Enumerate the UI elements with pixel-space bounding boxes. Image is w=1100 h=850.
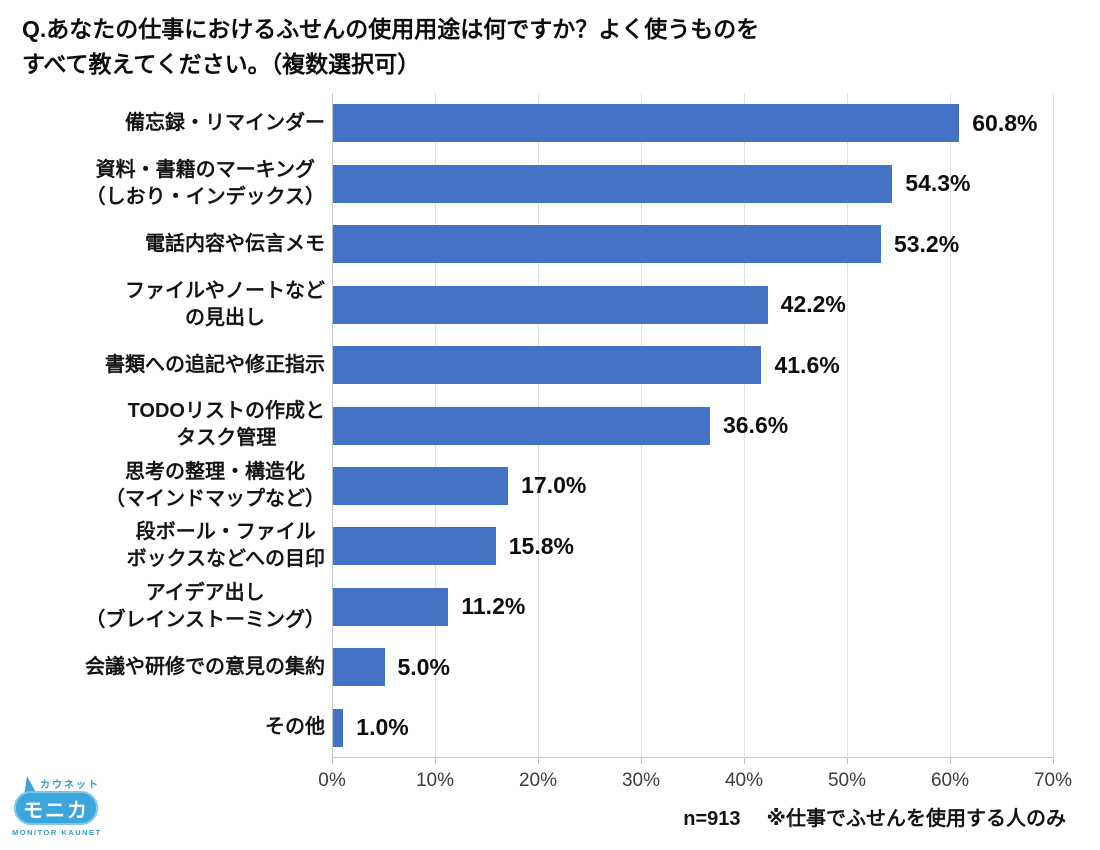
category-label: 会議や研修での意見の集約 bbox=[85, 655, 325, 678]
value-label: 15.8% bbox=[508, 532, 574, 559]
category-label: TODOリストの作成と タスク管理 bbox=[127, 400, 325, 450]
value-label: 5.0% bbox=[397, 653, 450, 680]
question-title: Q.あなたの仕事におけるふせんの使用用途は何ですか？よく使うものを すべて教えて… bbox=[22, 12, 759, 81]
category-label: アイデア出し （ブレインストーミング） bbox=[85, 581, 325, 631]
x-axis-tick-label: 40% bbox=[724, 770, 764, 791]
value-label: 53.2% bbox=[893, 230, 960, 257]
x-axis-tick bbox=[435, 758, 436, 764]
category-label: 電話内容や伝言メモ bbox=[145, 232, 325, 255]
plot-area bbox=[332, 93, 1053, 758]
x-axis-tick-label: 50% bbox=[827, 770, 867, 791]
x-axis-tick bbox=[641, 758, 642, 764]
x-axis-tick-label: 0% bbox=[318, 770, 346, 791]
monitor-kaunet-logo: カウネット モニカ MONITOR KAUNET bbox=[12, 774, 102, 840]
logo-monica-text: モニカ bbox=[23, 799, 89, 822]
x-axis-tick bbox=[538, 758, 539, 764]
chart-footnote: n=913 ※仕事でふせんを使用する人のみ bbox=[683, 802, 1066, 831]
x-axis-tick-label: 30% bbox=[621, 770, 661, 791]
x-axis-tick bbox=[847, 758, 848, 764]
category-label: ファイルやノートなど の見出し bbox=[125, 279, 325, 329]
bar bbox=[333, 164, 893, 203]
logo-monitor-kaunet-text: MONITOR KAUNET bbox=[12, 828, 102, 837]
gridline bbox=[847, 93, 848, 758]
y-axis-line bbox=[332, 93, 333, 758]
value-label: 36.6% bbox=[722, 411, 789, 438]
x-axis-tick bbox=[332, 758, 333, 764]
bar bbox=[333, 466, 509, 505]
gridline bbox=[744, 93, 745, 758]
value-label: 11.2% bbox=[461, 593, 526, 620]
gridline bbox=[950, 93, 951, 758]
category-label: 思考の整理・構造化 （マインドマップなど） bbox=[105, 460, 325, 510]
x-axis-tick bbox=[1053, 758, 1054, 764]
logo-bubble-icon: モニカ bbox=[14, 791, 98, 825]
value-label: 41.6% bbox=[774, 351, 840, 378]
x-axis-tick bbox=[744, 758, 745, 764]
x-axis-tick-label: 20% bbox=[518, 770, 558, 791]
bar bbox=[333, 346, 762, 385]
category-label: 書類への追記や修正指示 bbox=[105, 353, 325, 376]
question-title-line1: Q.あなたの仕事におけるふせんの使用用途は何ですか？よく使うものを bbox=[22, 16, 760, 42]
value-label: 17.0% bbox=[521, 472, 587, 499]
category-label: 段ボール・ファイル ボックスなどへの目印 bbox=[126, 521, 325, 571]
bar bbox=[333, 104, 960, 143]
bar bbox=[333, 225, 881, 264]
x-axis-tick bbox=[950, 758, 951, 764]
sample-size: n=913 bbox=[683, 808, 741, 830]
bar bbox=[333, 527, 496, 566]
value-label: 1.0% bbox=[356, 714, 409, 741]
bar bbox=[333, 648, 385, 687]
bar bbox=[333, 285, 768, 324]
logo-kaunet-text: カウネット bbox=[40, 780, 100, 791]
gridline bbox=[1053, 93, 1054, 758]
bar bbox=[333, 587, 449, 626]
category-label: その他 bbox=[265, 716, 325, 739]
value-label: 54.3% bbox=[905, 170, 971, 197]
question-title-line2: すべて教えてください。（複数選択可） bbox=[22, 50, 421, 77]
x-axis-tick-label: 60% bbox=[930, 770, 970, 791]
bar bbox=[333, 708, 344, 747]
category-label: 備忘録・リマインダー bbox=[125, 111, 325, 134]
x-axis-tick-label: 10% bbox=[415, 770, 455, 791]
value-label: 42.2% bbox=[780, 291, 846, 318]
category-label: 資料・書籍のマーキング （しおり・インデックス） bbox=[85, 158, 325, 208]
value-label: 60.8% bbox=[972, 109, 1038, 136]
footnote-text: ※仕事でふせんを使用する人のみ bbox=[766, 808, 1066, 830]
bar-chart: 0% 10% 20% 30% 40% 50% 60% 70% 備忘録・リマインダー 60.8% 資料… bbox=[0, 90, 1100, 791]
bar bbox=[333, 406, 710, 445]
x-axis-tick-label: 70% bbox=[1033, 770, 1073, 791]
